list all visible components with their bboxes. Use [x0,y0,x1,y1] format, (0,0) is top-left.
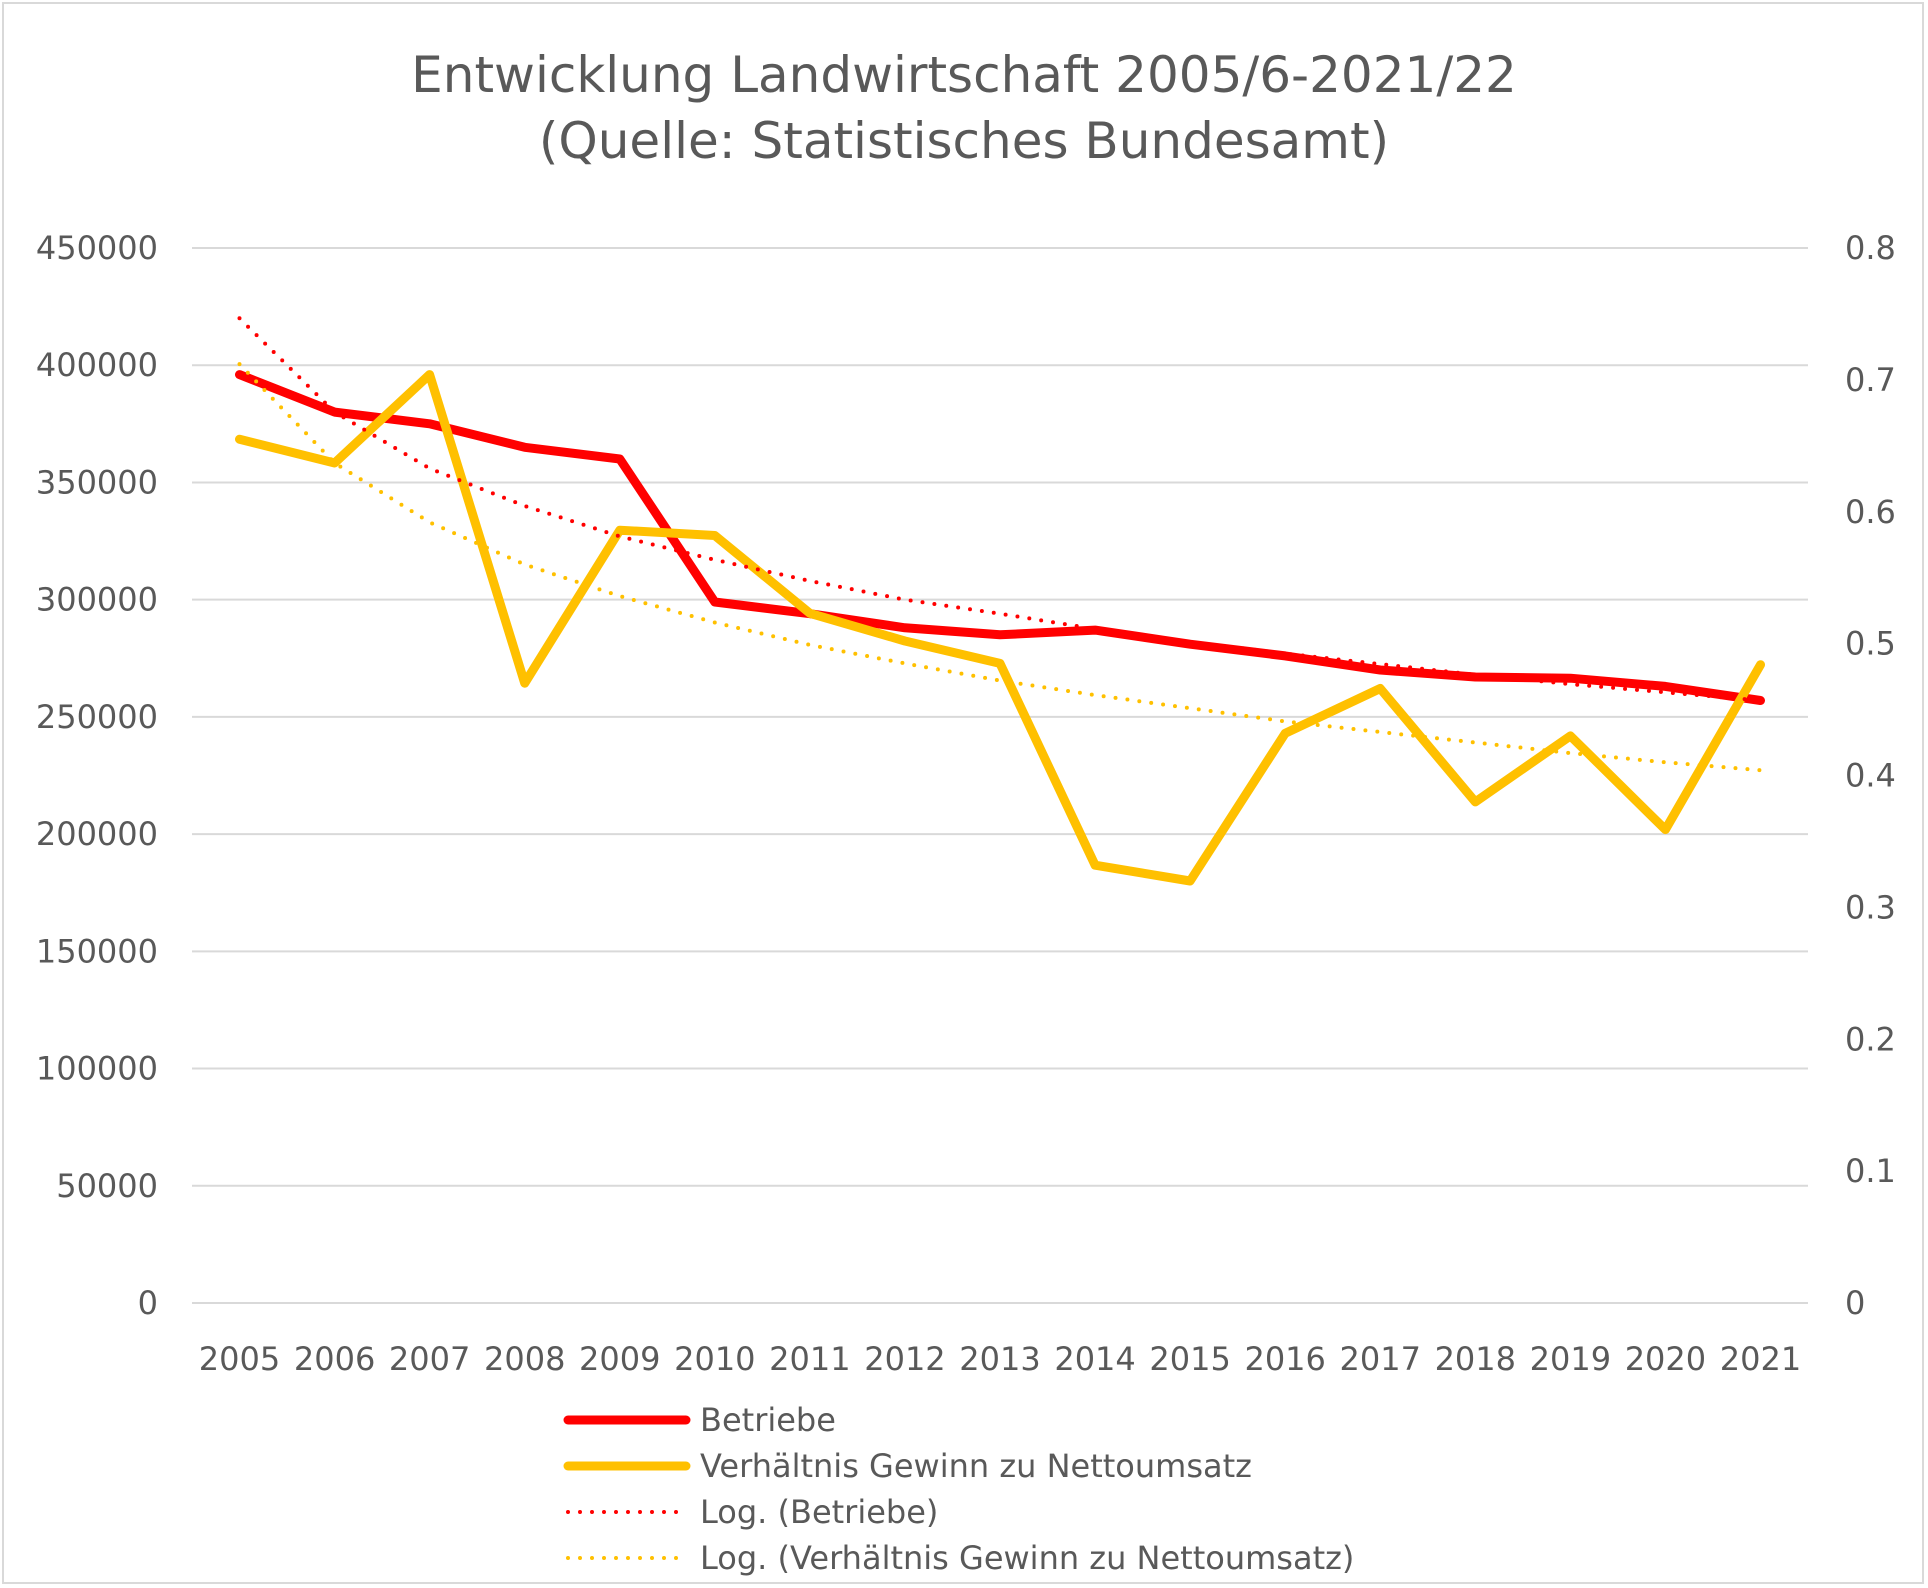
left-axis-tick-label: 50000 [56,1167,158,1205]
legend: Betriebe Verhältnis Gewinn zu Nettoumsatz… [563,1401,1354,1577]
right-axis-tick-label: 0.5 [1845,625,1896,663]
legend-item: Verhältnis Gewinn zu Nettoumsatz [563,1447,1252,1485]
right-axis-tick-label: 0.1 [1845,1152,1896,1190]
x-axis-tick-label: 2012 [864,1340,945,1378]
x-axis-tick-label: 2013 [959,1340,1040,1378]
right-axis-tick-label: 0.2 [1845,1020,1896,1058]
x-axis-tick-label: 2008 [484,1340,565,1378]
x-axis-tick-label: 2021 [1720,1340,1801,1378]
x-axis-tick-label: 2010 [674,1340,755,1378]
x-axis-tick-label: 2015 [1149,1340,1230,1378]
left-axis-tick-label: 450000 [36,229,158,267]
right-axis-tick-label: 0.7 [1845,361,1896,399]
left-axis-tick-label: 0 [138,1284,158,1322]
legend-label: Betriebe [700,1401,836,1439]
x-axis-tick-label: 2016 [1244,1340,1325,1378]
chart-title: Entwicklung Landwirtschaft 2005/6-2021/2… [411,46,1517,104]
gridlines [192,247,1808,1304]
left-axis-tick-label: 150000 [36,932,158,970]
x-axis-tick-label: 2020 [1625,1340,1706,1378]
legend-label: Log. (Betriebe) [700,1493,938,1531]
x-axis-tick-label: 2005 [199,1340,280,1378]
left-axis-tick-label: 400000 [36,346,158,384]
legend-item: Log. (Betriebe) [566,1493,938,1531]
series-line-betriebe [235,370,1765,705]
x-axis-tick-label: 2017 [1340,1340,1421,1378]
left-axis-tick-label: 300000 [36,581,158,619]
right-axis-tick-label: 0.4 [1845,757,1896,795]
right-axis-tick-label: 0.8 [1845,229,1896,267]
x-axis-tick-label: 2018 [1435,1340,1516,1378]
left-axis-tick-label: 100000 [36,1050,158,1088]
chart-subtitle: (Quelle: Statistisches Bundesamt) [538,112,1390,170]
series-line-verhältnis-gewinn-zu-nettoumsatz [235,370,1765,886]
left-axis-tick-labels: 0 50000 100000 150000 200000 250000 300000 3500… [36,229,158,1322]
x-axis-tick-label: 2006 [294,1340,375,1378]
x-axis-tick-labels: 2005 2006 2007 2008 2009 2010 2011 2012 2013 2014… [199,1340,1801,1378]
right-axis-tick-label: 0 [1845,1284,1865,1322]
x-axis-tick-label: 2007 [389,1340,470,1378]
legend-item: Betriebe [563,1401,836,1439]
right-axis-tick-label: 0.3 [1845,888,1896,926]
series-line-log-betriebe [237,316,1763,703]
x-axis-tick-label: 2014 [1054,1340,1135,1378]
chart-title-block: Entwicklung Landwirtschaft 2005/6-2021/2… [0,42,1928,174]
legend-item: Log. (Verhältnis Gewinn zu Nettoumsatz) [566,1539,1354,1577]
right-axis-tick-label: 0.6 [1845,493,1896,531]
x-axis-tick-label: 2009 [579,1340,660,1378]
legend-label: Verhältnis Gewinn zu Nettoumsatz [700,1447,1252,1485]
series-line-log-verhältnis-gewinn-zu-nettoumsatz [237,362,1763,773]
series-layer [235,316,1765,886]
legend-label: Log. (Verhältnis Gewinn zu Nettoumsatz) [700,1539,1354,1577]
left-axis-tick-label: 250000 [36,698,158,736]
left-axis-tick-label: 200000 [36,815,158,853]
x-axis-tick-label: 2011 [769,1340,850,1378]
x-axis-tick-label: 2019 [1530,1340,1611,1378]
left-axis-tick-label: 350000 [36,463,158,501]
right-axis-tick-labels: 0 0.1 0.2 0.3 0.4 0.5 0.6 0.7 0.8 [1845,229,1896,1322]
